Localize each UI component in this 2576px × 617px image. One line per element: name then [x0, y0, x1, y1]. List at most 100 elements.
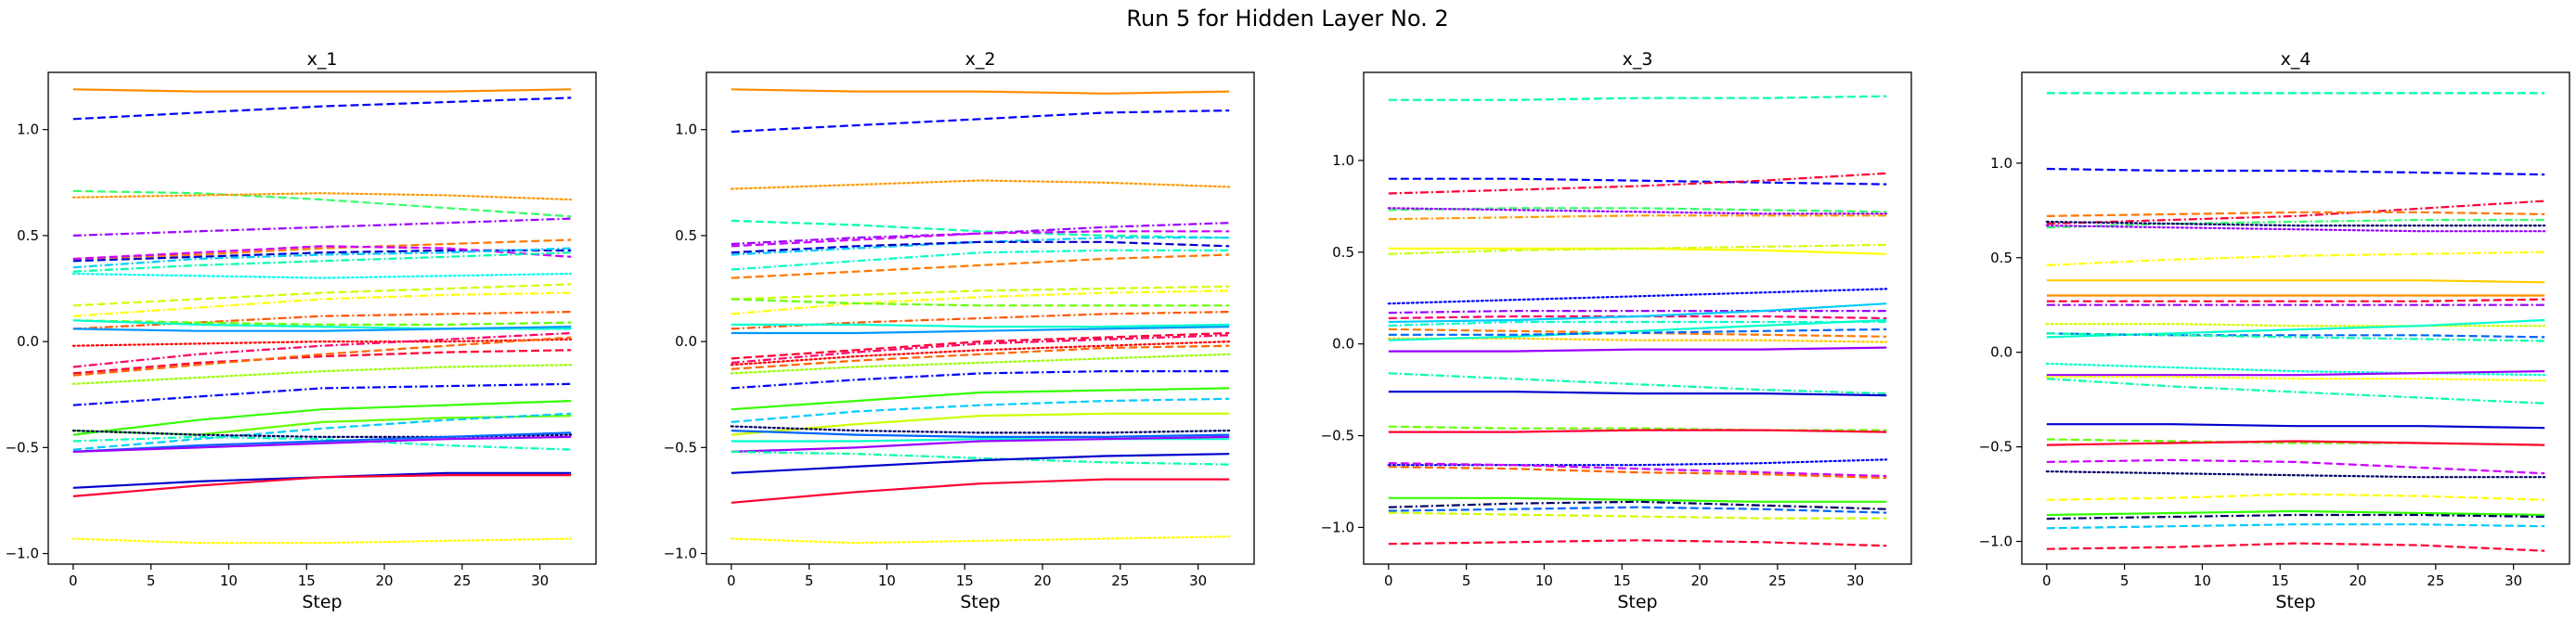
series-line-9 [731, 249, 1230, 271]
y-tick-label: 0.0 [1990, 344, 2013, 361]
series-line-2 [2046, 167, 2545, 176]
x-tick-label: 0 [727, 572, 736, 589]
series-line-22 [1388, 429, 1887, 433]
series-line-8 [731, 240, 1230, 254]
series-line-30 [2046, 542, 2545, 552]
series-line-30 [1388, 539, 1887, 547]
series-line-25 [2045, 470, 2546, 479]
series-line-26 [730, 425, 1231, 434]
series-line-23 [2046, 440, 2545, 446]
y-tick-label: −0.5 [6, 439, 39, 456]
series-line-29 [72, 431, 572, 453]
series-line-11 [2046, 298, 2545, 302]
series-group [730, 88, 1231, 545]
series-line-1 [1388, 95, 1887, 101]
figure-title: Run 5 for Hidden Layer No. 2 [1126, 6, 1448, 32]
series-line-1 [72, 88, 572, 93]
series-line-4 [71, 192, 573, 201]
x-tick-label: 10 [878, 572, 896, 589]
series-line-21 [730, 353, 1231, 375]
series-line-10 [1388, 310, 1887, 315]
series-line-23 [731, 397, 1230, 423]
series-line-16 [2046, 332, 2545, 342]
series-line-6 [2045, 220, 2546, 227]
series-line-17 [2045, 362, 2546, 377]
series-line-26 [2046, 493, 2545, 501]
x-tick-label: 20 [2349, 572, 2366, 589]
series-line-13 [72, 291, 572, 317]
series-line-12 [72, 283, 572, 307]
series-line-23 [1387, 458, 1888, 467]
subplot-title: x_1 [307, 49, 338, 70]
y-tick-label: 0.5 [1332, 244, 1354, 261]
series-line-5 [2046, 218, 2545, 229]
axes-frame [1363, 71, 1912, 565]
series-line-9 [2046, 279, 2545, 284]
y-tick-label: −0.5 [1979, 439, 2013, 456]
x-tick-label: 5 [147, 572, 156, 589]
series-line-21 [2046, 423, 2545, 430]
series-line-10 [72, 251, 572, 273]
y-tick-label: −1.0 [1321, 519, 1354, 535]
subplot-3: 0 5 10 15 20 25 30 −1.0 −0.5 0.0 0.5 1.0 x_3 Step [1321, 49, 1912, 612]
series-line-6 [72, 238, 572, 261]
series-line-24 [731, 387, 1230, 411]
series-line-3 [730, 179, 1231, 190]
subplot-title: x_4 [2281, 49, 2311, 70]
series-line-20 [72, 349, 572, 375]
series-line-6 [1388, 214, 1887, 221]
series-line-17 [731, 331, 1230, 360]
series-group [1387, 95, 1888, 547]
series-line-27 [2046, 509, 2545, 517]
series-line-15 [731, 323, 1230, 328]
series-line-29 [731, 435, 1230, 453]
x-tick-label: 20 [375, 572, 393, 589]
x-tick-label: 30 [2505, 572, 2522, 589]
x-tick-label: 30 [1846, 572, 1864, 589]
series-line-27 [731, 430, 1230, 438]
x-tick-label: 5 [805, 572, 814, 589]
series-line-18 [2046, 370, 2545, 377]
series-line-24 [2046, 458, 2545, 475]
series-line-27 [72, 435, 572, 451]
y-tick-label: −1.0 [6, 546, 39, 562]
series-line-30 [72, 435, 572, 453]
y-tick-label: 0.5 [17, 227, 39, 244]
series-line-6 [731, 230, 1230, 248]
series-line-3 [1388, 172, 1887, 195]
series-line-1 [731, 88, 1230, 95]
series-line-8 [1388, 243, 1887, 255]
series-line-4 [1388, 207, 1887, 213]
y-tick-label: 0.0 [1332, 336, 1354, 353]
x-tick-label: 25 [1111, 572, 1129, 589]
x-tick-label: 15 [1613, 572, 1631, 589]
x-tick-label: 25 [2427, 572, 2444, 589]
x-tick-label: 15 [2272, 572, 2289, 589]
series-line-26 [1388, 496, 1887, 503]
series-line-32 [731, 478, 1230, 504]
series-line-28 [2046, 513, 2545, 521]
series-line-32 [72, 473, 572, 497]
y-tick-label: 0.5 [1990, 250, 2013, 266]
series-line-9 [72, 247, 572, 269]
series-line-24 [1388, 462, 1887, 478]
series-group [2045, 92, 2546, 552]
x-tick-label: 10 [220, 572, 238, 589]
series-line-24 [72, 400, 572, 436]
x-tick-label: 25 [1768, 572, 1786, 589]
series-line-13 [1388, 320, 1887, 327]
series-line-27 [1388, 500, 1887, 510]
series-line-9 [1387, 288, 1888, 305]
series-line-19 [2045, 376, 2546, 382]
series-line-23 [72, 382, 572, 406]
series-line-33 [730, 535, 1231, 545]
subplot-title: x_2 [965, 49, 996, 70]
series-line-20 [1388, 391, 1887, 397]
x-tick-label: 0 [69, 572, 78, 589]
series-line-13 [731, 298, 1230, 307]
series-line-8 [2046, 251, 2545, 266]
y-tick-label: −1.0 [1979, 533, 2013, 550]
series-line-18 [731, 334, 1230, 365]
series-line-16 [731, 326, 1230, 335]
